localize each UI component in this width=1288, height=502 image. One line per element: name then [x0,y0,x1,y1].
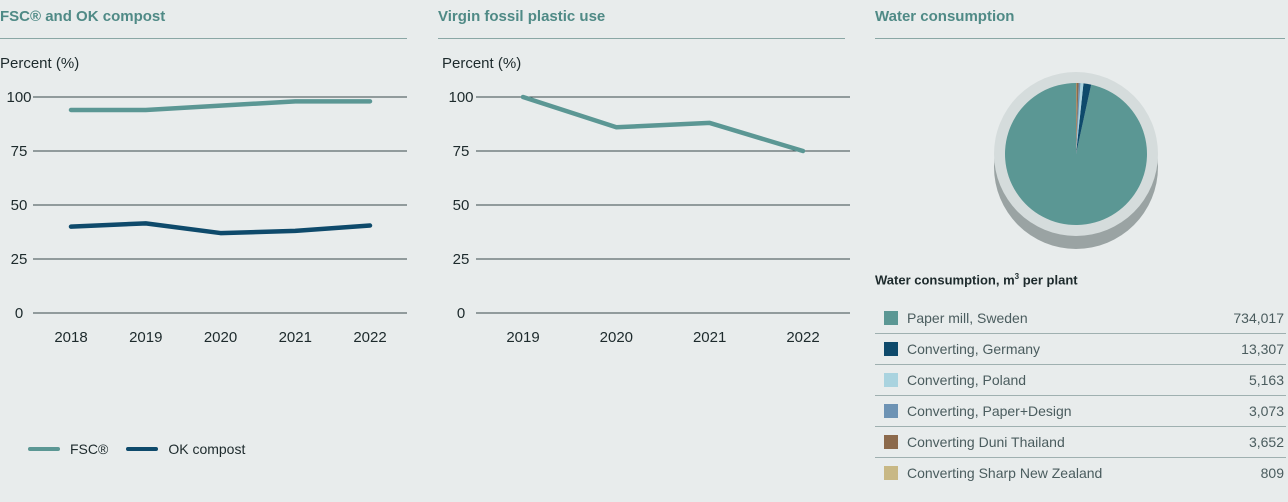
x-tick-label: 2020 [204,329,237,346]
water-pie-chart [994,72,1158,249]
table-row: Converting, Germany 13,307 [875,334,1286,365]
color-swatch [884,311,898,325]
color-swatch [884,404,898,418]
table-row: Converting, Paper+Design 3,073 [875,396,1286,427]
chart-title: Water consumption [875,8,1015,25]
pie-slice-3 [1076,83,1081,154]
row-label: Converting Duni Thailand [907,434,1065,450]
legend-label-ok-compost: OK compost [168,441,246,457]
virgin-plastic-panel: Virgin fossil plastic use Percent (%) 0 2… [438,0,850,502]
x-tick-label: 2020 [600,329,633,346]
row-label: Converting, Poland [907,372,1027,388]
y-tick-label: 50 [453,197,470,214]
series-line-1 [68,221,373,236]
title-divider [438,38,845,39]
fsc-ok-compost-panel: FSC® and OK compost Percent (%) 0 25 50 75 1… [0,0,410,502]
legend-swatch-ok-compost [126,447,159,451]
legend: FSC® OK compost [28,441,263,457]
legend-label-fsc: FSC® [70,441,109,457]
legend-item-fsc: FSC® [28,441,108,457]
x-tick-label: 2019 [129,329,162,346]
title-divider [875,38,1285,39]
y-axis-label: Percent (%) [442,55,522,72]
color-swatch [884,342,898,356]
series-line-0 [68,99,373,113]
row-value: 3,652 [1248,434,1284,450]
y-tick-label: 75 [453,143,470,160]
table-row: Converting Sharp New Zealand 809 [875,458,1286,488]
y-axis-label: Percent (%) [0,55,80,72]
row-value: 5,163 [1248,372,1284,388]
x-tick-label: 2018 [54,329,87,346]
pie-slice-1 [1076,83,1092,154]
table-row: Converting, Poland 5,163 [875,365,1286,396]
x-tick-label: 2022 [786,329,819,346]
y-tick-label: 0 [15,305,23,322]
legend-item-ok-compost: OK compost [126,441,245,457]
y-tick-label: 25 [453,251,470,268]
fsc-ok-compost-chart: 0 25 50 75 100 2018 2019 2020 2021 2022 [6,89,407,346]
color-swatch [884,466,898,480]
y-tick-label: 75 [11,143,28,160]
pie-slice-4 [1076,83,1079,154]
row-value: 3,073 [1248,403,1284,419]
table-title-text: Water consumption, m [875,272,1015,288]
water-table: Paper mill, Sweden 734,017 Converting, Ger… [875,303,1286,488]
y-tick-label: 0 [457,305,465,322]
x-tick-label: 2019 [506,329,539,346]
y-tick-label: 100 [6,89,31,106]
row-label: Converting, Germany [907,341,1041,357]
color-swatch [884,373,898,387]
row-value: 13,307 [1241,341,1284,357]
virgin-plastic-chart: 0 25 50 75 100 2019 2020 2021 2022 [448,89,850,346]
table-row: Converting Duni Thailand 3,652 [875,427,1286,458]
chart-title: FSC® and OK compost [0,8,166,25]
table-title: Water consumption, m3 per plant [875,272,1078,287]
x-tick-label: 2021 [279,329,312,346]
y-tick-label: 100 [448,89,473,106]
row-value: 809 [1260,465,1284,481]
water-consumption-panel: Water consumption Water consumption, m3 … [875,0,1288,502]
x-tick-label: 2022 [353,329,386,346]
series-line-0 [520,94,806,154]
color-swatch [884,435,898,449]
table-title-superscript: 3 [1014,272,1020,281]
row-label: Paper mill, Sweden [907,310,1028,326]
y-tick-label: 25 [11,251,28,268]
chart-title: Virgin fossil plastic use [438,8,606,25]
row-label: Converting Sharp New Zealand [907,465,1103,481]
y-tick-label: 50 [11,197,28,214]
table-title-suffix: per plant [1019,272,1078,288]
x-tick-label: 2021 [693,329,726,346]
legend-swatch-fsc [28,447,60,451]
row-label: Converting, Paper+Design [907,403,1072,419]
title-divider [0,38,407,39]
table-row: Paper mill, Sweden 734,017 [875,303,1286,334]
row-value: 734,017 [1233,310,1284,326]
pie-slice-2 [1076,83,1084,154]
